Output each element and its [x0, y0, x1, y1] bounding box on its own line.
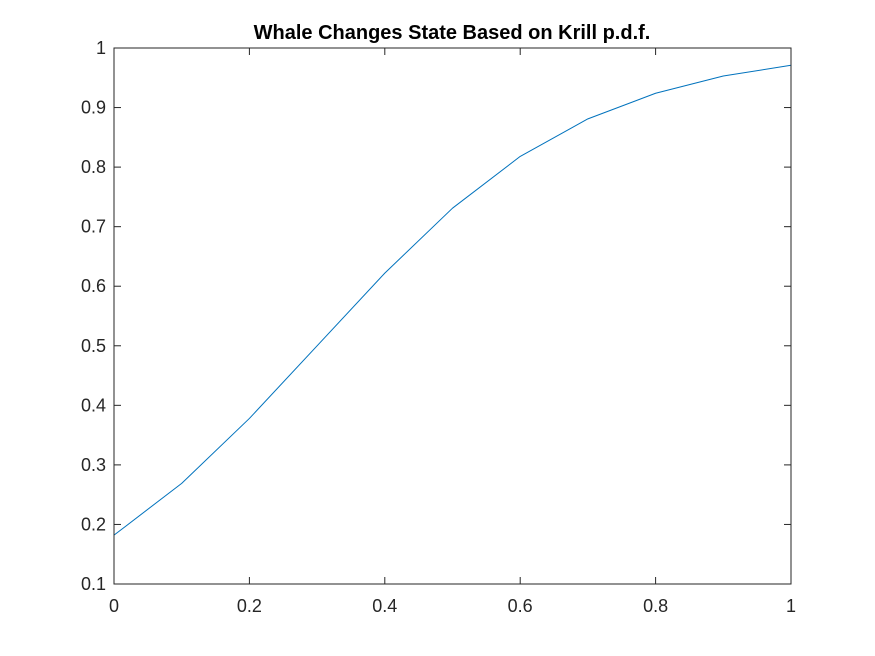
x-tick-label: 0.8 [643, 596, 668, 616]
series-layer [113, 64, 792, 536]
x-tick-label: 0.6 [508, 596, 533, 616]
x-axis-tick-labels: 0 0.2 0.4 0.6 0.8 1 [109, 596, 796, 616]
y-tick-label: 1 [96, 38, 106, 58]
series-line-0 [113, 64, 792, 536]
y-tick-label: 0.5 [81, 336, 106, 356]
y-tick-label: 0.3 [81, 455, 106, 475]
y-tick-label: 0.8 [81, 157, 106, 177]
x-tick-label: 0.4 [372, 596, 397, 616]
y-tick-label: 0.6 [81, 276, 106, 296]
y-tick-label: 0.7 [81, 217, 106, 237]
chart-title: Whale Changes State Based on Krill p.d.f… [254, 22, 651, 44]
y-tick-label: 0.2 [81, 514, 106, 534]
y-tick-label: 0.1 [81, 574, 106, 594]
x-tick-label: 1 [786, 596, 796, 616]
x-tick-label: 0 [109, 596, 119, 616]
plot-area [114, 48, 791, 584]
y-tick-label: 0.9 [81, 98, 106, 118]
y-tick-label: 0.4 [81, 395, 106, 415]
plot-frame [113, 47, 792, 585]
x-tick-label: 0.2 [237, 596, 262, 616]
y-axis-tick-labels: 0.1 0.2 0.3 0.4 0.5 0.6 0.7 0.8 0.9 1 [81, 38, 106, 594]
